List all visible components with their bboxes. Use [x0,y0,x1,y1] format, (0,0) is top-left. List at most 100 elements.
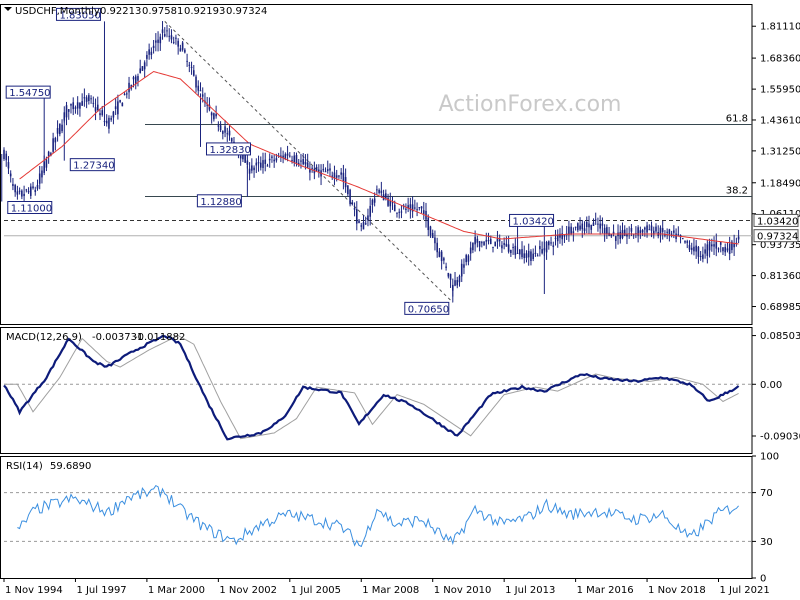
candle-body [282,155,284,158]
candle-body [105,120,108,124]
candle-body [523,253,526,259]
candle-body [7,162,10,169]
candle-body [648,229,651,231]
candle-body [512,247,514,249]
rsi-y-tick-label-0: 100 [760,452,779,463]
price-annotation-box [7,201,53,214]
ohlc-high: 0.97581 [142,6,183,17]
candle-body [27,190,30,193]
candle-body [449,273,452,280]
candle-body [14,184,16,193]
candle-body [184,49,186,53]
rsi-name: RSI(14) [6,461,43,472]
candle-body [585,222,588,227]
candle-body [630,227,633,232]
candle-body [443,258,445,261]
candle-body [592,222,595,226]
candle-body [541,249,543,254]
candle-body [50,153,52,156]
candle-body [686,241,689,243]
candle-body [81,101,83,106]
candle-body [306,162,309,168]
candle-body [454,280,456,286]
candle-body [507,244,510,252]
candle-body [483,241,485,246]
candle-body [90,98,92,100]
candle-body [206,104,208,106]
candle-body [639,230,642,233]
candle-body [722,247,724,252]
candle-body [568,226,570,235]
candle-body [52,138,54,152]
candle-body [715,241,718,249]
candle-body [65,105,68,118]
candle-body [717,248,720,250]
candle-body [150,51,153,55]
candle-body [117,101,119,115]
fib-label-0: 61.8 [726,114,748,125]
candle-body [438,251,441,257]
candle-body [548,241,550,246]
candle-body [458,275,461,283]
candle-body [387,197,389,206]
candle-body [226,133,229,135]
rsi-header: RSI(14) 59.6890 [6,461,91,472]
candle-body [349,189,351,205]
candle-body [23,193,25,197]
candle-body [213,113,215,120]
candle-body [552,245,555,248]
candle-body [733,243,735,248]
price-annotation-box [5,85,51,99]
candle-body [545,241,548,253]
candle-body [268,158,271,161]
candle-body [518,249,521,255]
resistance-level-text: 1.03420 [757,216,798,227]
candle-body [56,128,59,134]
candle-body [284,154,287,160]
candle-body [590,225,593,230]
candle-body [222,131,224,134]
candle-body [364,223,367,225]
candle-body [291,159,293,161]
x-tick-label-10: 1 Jul 2021 [720,585,770,596]
candle-body [315,166,318,171]
candle-body [309,169,311,173]
price-annotation-text: 1.54750 [9,88,50,99]
candle-body [485,239,488,242]
candle-body [215,114,217,117]
candle-body [371,199,374,205]
candle-body [731,241,733,251]
candle-body [333,172,336,178]
candle-body [355,209,358,224]
candle-body [128,82,130,93]
candle-body [503,243,505,245]
price-y-tick-label-7: 0.93735 [760,240,800,251]
price-y-tick-label-1: 1.68360 [760,54,800,65]
candle-body [554,237,557,239]
candle-body [139,68,142,73]
candle-body [32,186,34,189]
x-tick-label-4: 1 Jul 2005 [291,585,341,596]
candle-body [724,246,727,253]
macd-y-tick-label-0: 0.085032 [760,331,800,342]
fib-label-1: 38.2 [726,186,748,197]
candle-body [219,125,222,131]
candle-body [119,100,121,102]
candle-body [273,159,275,162]
candle-body [510,249,512,254]
macd-y-tick-label-2: -0.090302 [760,431,800,442]
price-annotation-5: 1.12880 [196,194,242,208]
candle-body [353,207,356,210]
candle-body [239,155,242,159]
candle-body [123,94,126,96]
candle-body [275,158,278,161]
resistance-level-box [753,213,799,227]
price-annotation-7: 0.70650 [404,301,450,315]
candle-body [47,151,50,157]
candle-body [335,175,338,178]
candle-body [286,153,289,156]
candle-body [487,240,490,242]
candle-body [304,161,307,165]
candle-body [420,206,423,209]
candle-body [400,211,403,213]
